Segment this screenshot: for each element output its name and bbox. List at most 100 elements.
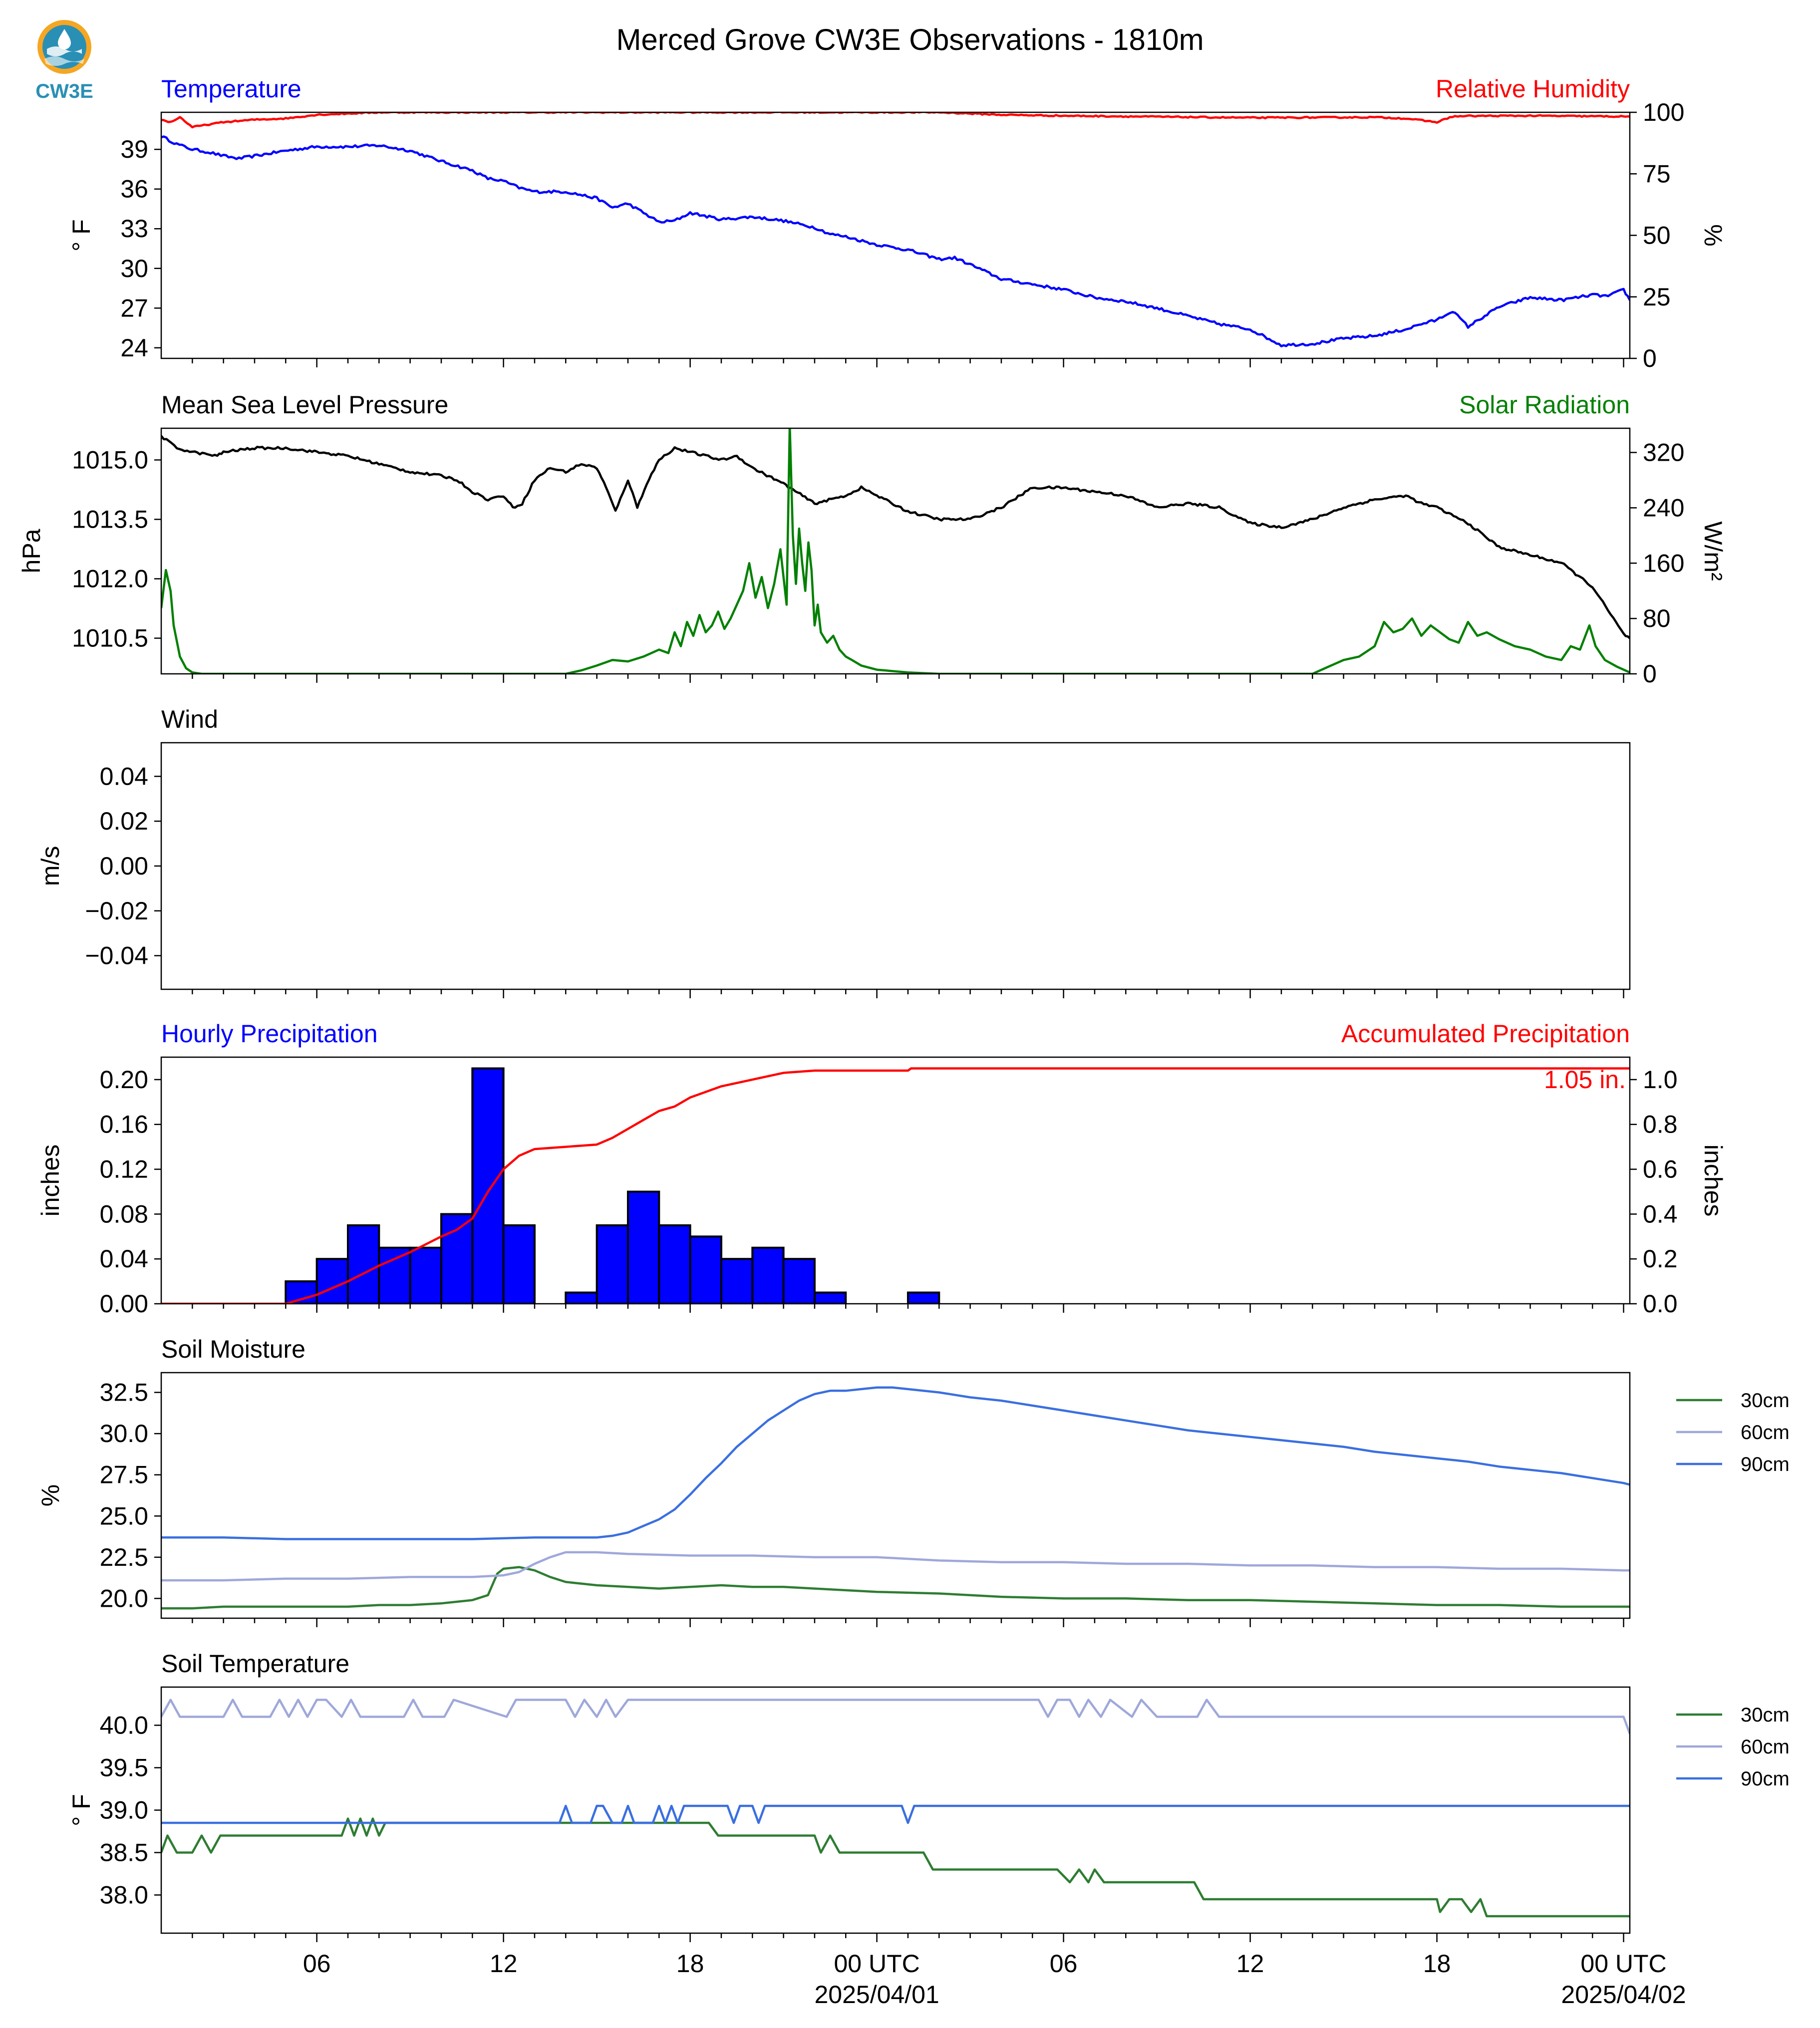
series-line-1 [161, 1699, 1630, 1735]
precip-bar [813, 1291, 847, 1304]
precip-bar [315, 1258, 349, 1304]
panel-title-right: Accumulated Precipitation [1341, 1020, 1630, 1048]
y-tick-label-left: 25.0 [100, 1502, 148, 1530]
legend-label: 90cm [1741, 1768, 1790, 1790]
y-tick-label-left: 1015.0 [72, 446, 148, 474]
panel-title-right: Relative Humidity [1436, 75, 1630, 103]
series-group [161, 112, 1630, 347]
panel-frame [160, 1372, 1631, 1619]
logo-wave-icon-2 [44, 56, 84, 66]
series-line-1 [161, 428, 1630, 674]
y-tick-label-left: 0.20 [100, 1066, 148, 1094]
y-tick-label-right: 0 [1643, 660, 1657, 688]
y-tick-label-right: 0.2 [1643, 1245, 1678, 1273]
y-tick-label-left: −0.04 [85, 942, 148, 970]
y-tick-label-left: 38.5 [100, 1839, 148, 1867]
y-tick-label-right: 0 [1643, 344, 1657, 372]
y-tick-label-left: 30.0 [100, 1420, 148, 1448]
y-axis-label-left: inches [36, 1145, 64, 1217]
series-line-0 [161, 1817, 1630, 1918]
y-axis-label-right: % [1699, 224, 1727, 246]
y-axis-label-left: hPa [17, 529, 45, 573]
y-tick-label-left: 0.00 [100, 1290, 148, 1318]
panel-title-left: Mean Sea Level Pressure [161, 391, 448, 419]
x-tick-label: 00 UTC [834, 1950, 919, 1978]
panel-title-left: Soil Temperature [161, 1650, 349, 1678]
panel-frame [160, 111, 1631, 359]
panel-0: Temperature Relative Humidity 24 27 30 33 36 39… [67, 75, 1727, 372]
y-tick-label-left: 38.0 [100, 1881, 148, 1909]
series-group [161, 1386, 1630, 1610]
y-tick-label-left: 0.04 [100, 1245, 148, 1273]
x-tick-label: 18 [1423, 1950, 1451, 1978]
y-tick-label-right: 0.0 [1643, 1290, 1678, 1318]
precip-bar [626, 1190, 660, 1304]
legend: 30cm 60cm 90cm [1676, 1390, 1790, 1475]
panel-5: Soil Temperature 38.0 38.5 39.0 39.5 40.0 ° F 0… [67, 1650, 1790, 2009]
series-line-1 [161, 112, 1630, 129]
y-tick-label-right: 75 [1643, 160, 1671, 188]
y-tick-label-left: 27 [120, 294, 148, 322]
legend-label: 30cm [1741, 1704, 1790, 1726]
x-tick-label: 12 [490, 1950, 518, 1978]
y-tick-label-right: 0.4 [1643, 1200, 1678, 1228]
precip-bar [658, 1224, 691, 1304]
x-tick-label: 12 [1236, 1950, 1264, 1978]
precip-bar [720, 1258, 754, 1304]
y-tick-label-left: 39 [120, 135, 148, 163]
precip-bar [471, 1067, 505, 1304]
precip-bar [440, 1213, 474, 1304]
y-tick-label-right: 25 [1643, 283, 1671, 311]
y-tick-label-left: 0.02 [100, 807, 148, 835]
y-tick-label-left: 0.08 [100, 1200, 148, 1228]
panel-2: Wind −0.04 −0.02 0.00 0.02 0.04 m/s [36, 705, 1631, 998]
legend-label: 30cm [1741, 1390, 1790, 1412]
precip-bar [378, 1246, 411, 1304]
y-axis-label-left: ° F [67, 219, 95, 251]
y-tick-label-left: 32.5 [100, 1379, 148, 1407]
precip-bar [596, 1224, 629, 1304]
precip-bar [907, 1291, 940, 1304]
y-tick-label-left: 30 [120, 255, 148, 283]
legend-label: 60cm [1741, 1422, 1790, 1444]
series-group [161, 1067, 1630, 1304]
x-tick-label: 00 UTC [1580, 1950, 1666, 1978]
y-tick-label-right: 50 [1643, 222, 1671, 250]
panel-title-left: Hourly Precipitation [161, 1020, 378, 1048]
series-line-1 [161, 1551, 1630, 1582]
panel-1: Mean Sea Level Pressure Solar Radiation 10… [17, 391, 1727, 688]
y-tick-label-left: 0.16 [100, 1111, 148, 1139]
series-line-0 [161, 435, 1630, 639]
y-tick-label-left: 36 [120, 175, 148, 203]
series-line-2 [161, 1386, 1630, 1540]
series-group [161, 1699, 1630, 1918]
y-tick-label-left: 40.0 [100, 1712, 148, 1739]
precip-bars [285, 1067, 940, 1304]
logo-wave-icon [47, 46, 82, 56]
panel-frame [160, 1056, 1631, 1305]
y-tick-label-left: 22.5 [100, 1543, 148, 1571]
precip-bar [782, 1258, 816, 1304]
precip-bar [565, 1291, 598, 1304]
x-tick-date-label: 2025/04/02 [1561, 1981, 1686, 2009]
x-tick-date-label: 2025/04/01 [814, 1981, 939, 2009]
panel-title-left: Temperature [161, 75, 302, 103]
y-tick-label-right: 100 [1643, 98, 1684, 126]
accumulation-annotation: 1.05 in. [1544, 1066, 1626, 1094]
series-line-0 [161, 135, 1630, 347]
precip-bar [346, 1224, 380, 1304]
y-tick-label-left: 33 [120, 215, 148, 243]
y-tick-label-left: −0.02 [85, 897, 148, 925]
y-tick-label-right: 80 [1643, 604, 1671, 632]
panel-4: Soil Moisture 20.0 22.5 25.0 27.5 30.0 32.5% 30… [36, 1335, 1790, 1627]
logo-text: CW3E [35, 80, 93, 102]
y-tick-label-left: 0.12 [100, 1156, 148, 1183]
precip-bar [689, 1235, 722, 1304]
panel-frame [160, 1686, 1631, 1934]
x-tick-label: 06 [1050, 1950, 1078, 1978]
legend-label: 60cm [1741, 1736, 1790, 1758]
figure-title: Merced Grove CW3E Observations - 1810m [616, 23, 1204, 56]
series-line-0 [161, 1067, 1630, 1304]
cw3e-logo: CW3E [35, 20, 93, 102]
y-axis-label-left: ° F [67, 1794, 95, 1826]
